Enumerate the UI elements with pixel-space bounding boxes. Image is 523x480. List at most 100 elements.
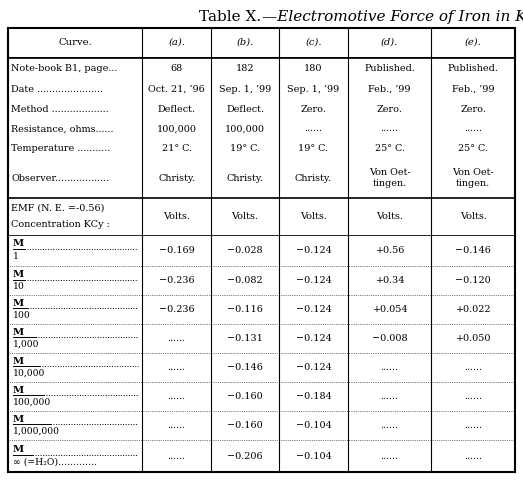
Text: −0.146: −0.146 xyxy=(227,363,263,372)
Text: +0.56: +0.56 xyxy=(375,246,404,255)
Text: 19° C.: 19° C. xyxy=(299,144,328,153)
Text: Christy.: Christy. xyxy=(226,174,264,183)
Text: −0.131: −0.131 xyxy=(227,335,263,343)
Text: −0.028: −0.028 xyxy=(227,246,263,255)
Text: 21° C.: 21° C. xyxy=(162,144,191,153)
Text: Volts.: Volts. xyxy=(163,212,190,221)
Text: M: M xyxy=(13,328,24,337)
Text: −0.116: −0.116 xyxy=(227,305,263,314)
Text: M: M xyxy=(13,386,24,395)
Text: −0.236: −0.236 xyxy=(159,305,195,314)
Text: —Electromotive Force of Iron in KCy.: —Electromotive Force of Iron in KCy. xyxy=(262,10,523,24)
Text: ......: ...... xyxy=(464,421,482,431)
Text: ......: ...... xyxy=(304,124,323,133)
Text: (b).: (b). xyxy=(236,38,254,47)
Text: M: M xyxy=(13,357,24,366)
Text: 100: 100 xyxy=(13,311,31,320)
Text: Oct. 21, ’96: Oct. 21, ’96 xyxy=(148,85,205,94)
Text: −0.104: −0.104 xyxy=(295,452,332,461)
Text: Volts.: Volts. xyxy=(460,212,486,221)
Text: (e).: (e). xyxy=(465,38,482,47)
Text: Feb., ’99: Feb., ’99 xyxy=(368,85,411,94)
Text: Sep. 1, ’99: Sep. 1, ’99 xyxy=(287,85,339,94)
Text: −0.008: −0.008 xyxy=(372,335,407,343)
Text: Von Oet-
tingen.: Von Oet- tingen. xyxy=(452,168,494,188)
Text: Zero.: Zero. xyxy=(377,105,403,114)
Text: ......: ...... xyxy=(167,393,186,401)
Text: ......: ...... xyxy=(381,421,399,431)
Text: −0.160: −0.160 xyxy=(227,421,263,431)
Text: 182: 182 xyxy=(236,64,254,72)
Text: +0.34: +0.34 xyxy=(375,276,404,286)
Text: Concentration KCy :: Concentration KCy : xyxy=(11,220,110,229)
Text: −0.104: −0.104 xyxy=(295,421,332,431)
Text: −0.206: −0.206 xyxy=(227,452,263,461)
Text: −0.146: −0.146 xyxy=(455,246,491,255)
Text: Christy.: Christy. xyxy=(295,174,332,183)
Text: 1,000: 1,000 xyxy=(13,340,40,348)
Text: −0.169: −0.169 xyxy=(158,246,195,255)
Text: Table X.: Table X. xyxy=(199,10,262,24)
Text: Published.: Published. xyxy=(364,64,415,72)
Text: (d).: (d). xyxy=(381,38,398,47)
Text: 10,000: 10,000 xyxy=(13,369,46,378)
Text: Method ...................: Method ................... xyxy=(11,105,109,114)
Text: +0.050: +0.050 xyxy=(456,335,491,343)
Text: M: M xyxy=(13,270,24,279)
Text: Sep. 1, ’99: Sep. 1, ’99 xyxy=(219,85,271,94)
Text: 19° C.: 19° C. xyxy=(230,144,260,153)
Text: Observer..................: Observer.................. xyxy=(11,174,109,183)
Text: ......: ...... xyxy=(381,452,399,461)
Text: 10: 10 xyxy=(13,282,25,291)
Text: 180: 180 xyxy=(304,64,323,72)
Text: ......: ...... xyxy=(381,363,399,372)
Text: +0.022: +0.022 xyxy=(456,305,491,314)
Text: 25° C.: 25° C. xyxy=(458,144,488,153)
Text: 100,000: 100,000 xyxy=(225,124,265,133)
Text: −0.124: −0.124 xyxy=(295,363,332,372)
Text: +0.054: +0.054 xyxy=(372,305,407,314)
Text: ......: ...... xyxy=(381,393,399,401)
Text: (a).: (a). xyxy=(168,38,185,47)
Text: Volts.: Volts. xyxy=(300,212,327,221)
Text: ......: ...... xyxy=(167,363,186,372)
Text: −0.236: −0.236 xyxy=(159,276,195,286)
Text: ......: ...... xyxy=(381,124,399,133)
Text: Curve.: Curve. xyxy=(58,38,92,47)
Text: 1,000,000: 1,000,000 xyxy=(13,427,60,436)
Text: Volts.: Volts. xyxy=(376,212,403,221)
Text: ∞ (=H₂O).............: ∞ (=H₂O)............. xyxy=(13,457,97,467)
Text: −0.184: −0.184 xyxy=(295,393,332,401)
Text: ......: ...... xyxy=(167,421,186,431)
Text: Temperature ...........: Temperature ........... xyxy=(11,144,110,153)
Text: Volts.: Volts. xyxy=(232,212,258,221)
Text: 1: 1 xyxy=(13,252,19,261)
Text: 68: 68 xyxy=(170,64,183,72)
Text: M: M xyxy=(13,445,24,454)
Text: M: M xyxy=(13,415,24,424)
Text: ......: ...... xyxy=(464,452,482,461)
Text: Date ......................: Date ...................... xyxy=(11,85,103,94)
Text: −0.124: −0.124 xyxy=(295,246,332,255)
Text: −0.124: −0.124 xyxy=(295,276,332,286)
Text: 100,000: 100,000 xyxy=(13,397,51,407)
Text: ......: ...... xyxy=(464,393,482,401)
Text: Published.: Published. xyxy=(448,64,498,72)
Text: −0.082: −0.082 xyxy=(227,276,263,286)
Text: Zero.: Zero. xyxy=(460,105,486,114)
Text: Resistance, ohms......: Resistance, ohms...... xyxy=(11,124,113,133)
Text: ......: ...... xyxy=(167,452,186,461)
Text: Deflect.: Deflect. xyxy=(226,105,264,114)
Text: Zero.: Zero. xyxy=(301,105,326,114)
Text: −0.120: −0.120 xyxy=(456,276,491,286)
Text: Note-book B1, page...: Note-book B1, page... xyxy=(11,64,117,72)
Text: ......: ...... xyxy=(464,124,482,133)
Text: 25° C.: 25° C. xyxy=(374,144,404,153)
Text: −0.124: −0.124 xyxy=(295,305,332,314)
Text: 100,000: 100,000 xyxy=(156,124,197,133)
Text: ......: ...... xyxy=(167,335,186,343)
Text: EMF (N. E. =-0.56): EMF (N. E. =-0.56) xyxy=(11,204,105,213)
Text: ......: ...... xyxy=(464,363,482,372)
Text: Von Oet-
tingen.: Von Oet- tingen. xyxy=(369,168,411,188)
Text: M: M xyxy=(13,239,24,248)
